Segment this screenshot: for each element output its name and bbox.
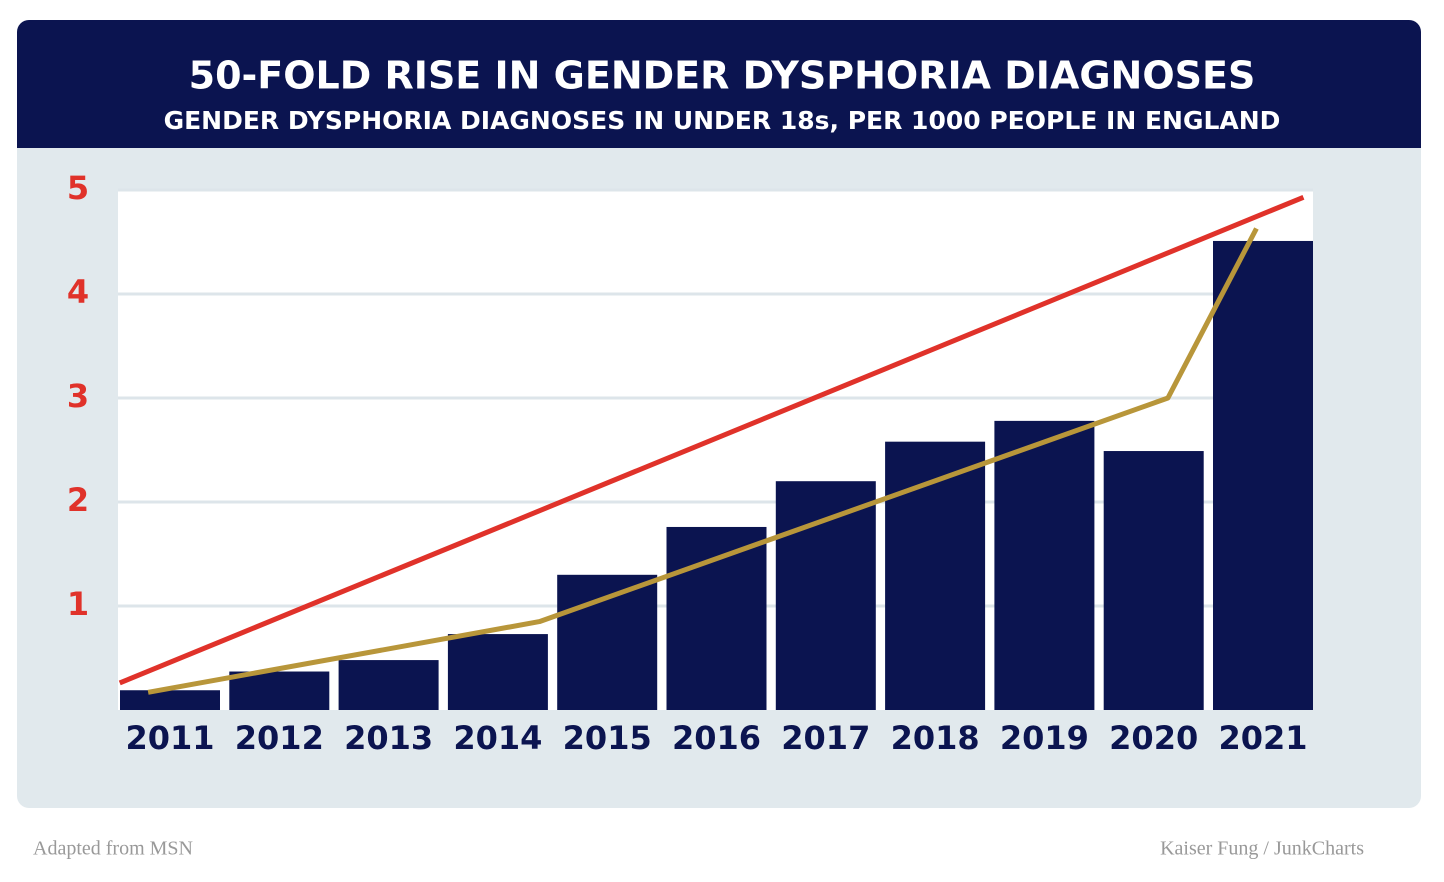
y-tick-label: 4: [67, 273, 89, 311]
bar: [120, 690, 220, 710]
bar: [447, 634, 548, 710]
x-tick-label: 2015: [563, 719, 652, 757]
trend-line: [118, 194, 1305, 686]
bar: [229, 671, 330, 710]
chart-title: 50-FOLD RISE IN GENDER DYSPHORIA DIAGNOS…: [189, 54, 1256, 98]
bar: [1213, 240, 1313, 710]
y-tick-label: 3: [67, 377, 89, 415]
bar: [885, 441, 986, 710]
x-tick-label: 2011: [125, 719, 214, 757]
trend-line: [147, 227, 1259, 695]
x-tick-label: 2019: [1000, 719, 1089, 757]
x-tick-label: 2014: [453, 719, 542, 757]
credit-note: Kaiser Fung / JunkCharts: [1160, 838, 1364, 860]
bar: [1103, 451, 1204, 710]
y-tick-label: 1: [67, 585, 89, 623]
bar: [994, 420, 1095, 710]
bar: [775, 481, 876, 710]
x-tick-label: 2020: [1109, 719, 1198, 757]
x-tick-label: 2021: [1218, 719, 1307, 757]
source-note: Adapted from MSN: [33, 838, 193, 860]
chart-subtitle: GENDER DYSPHORIA DIAGNOSES IN UNDER 18s,…: [164, 106, 1281, 135]
x-tick-label: 2012: [235, 719, 324, 757]
x-tick-label: 2018: [891, 719, 980, 757]
y-tick-label: 5: [67, 169, 89, 207]
bar: [338, 660, 439, 710]
bar: [666, 526, 767, 710]
y-tick-label: 2: [67, 481, 89, 519]
x-tick-label: 2017: [781, 719, 870, 757]
header: [17, 20, 1421, 148]
x-tick-label: 2013: [344, 719, 433, 757]
x-tick-label: 2016: [672, 719, 761, 757]
